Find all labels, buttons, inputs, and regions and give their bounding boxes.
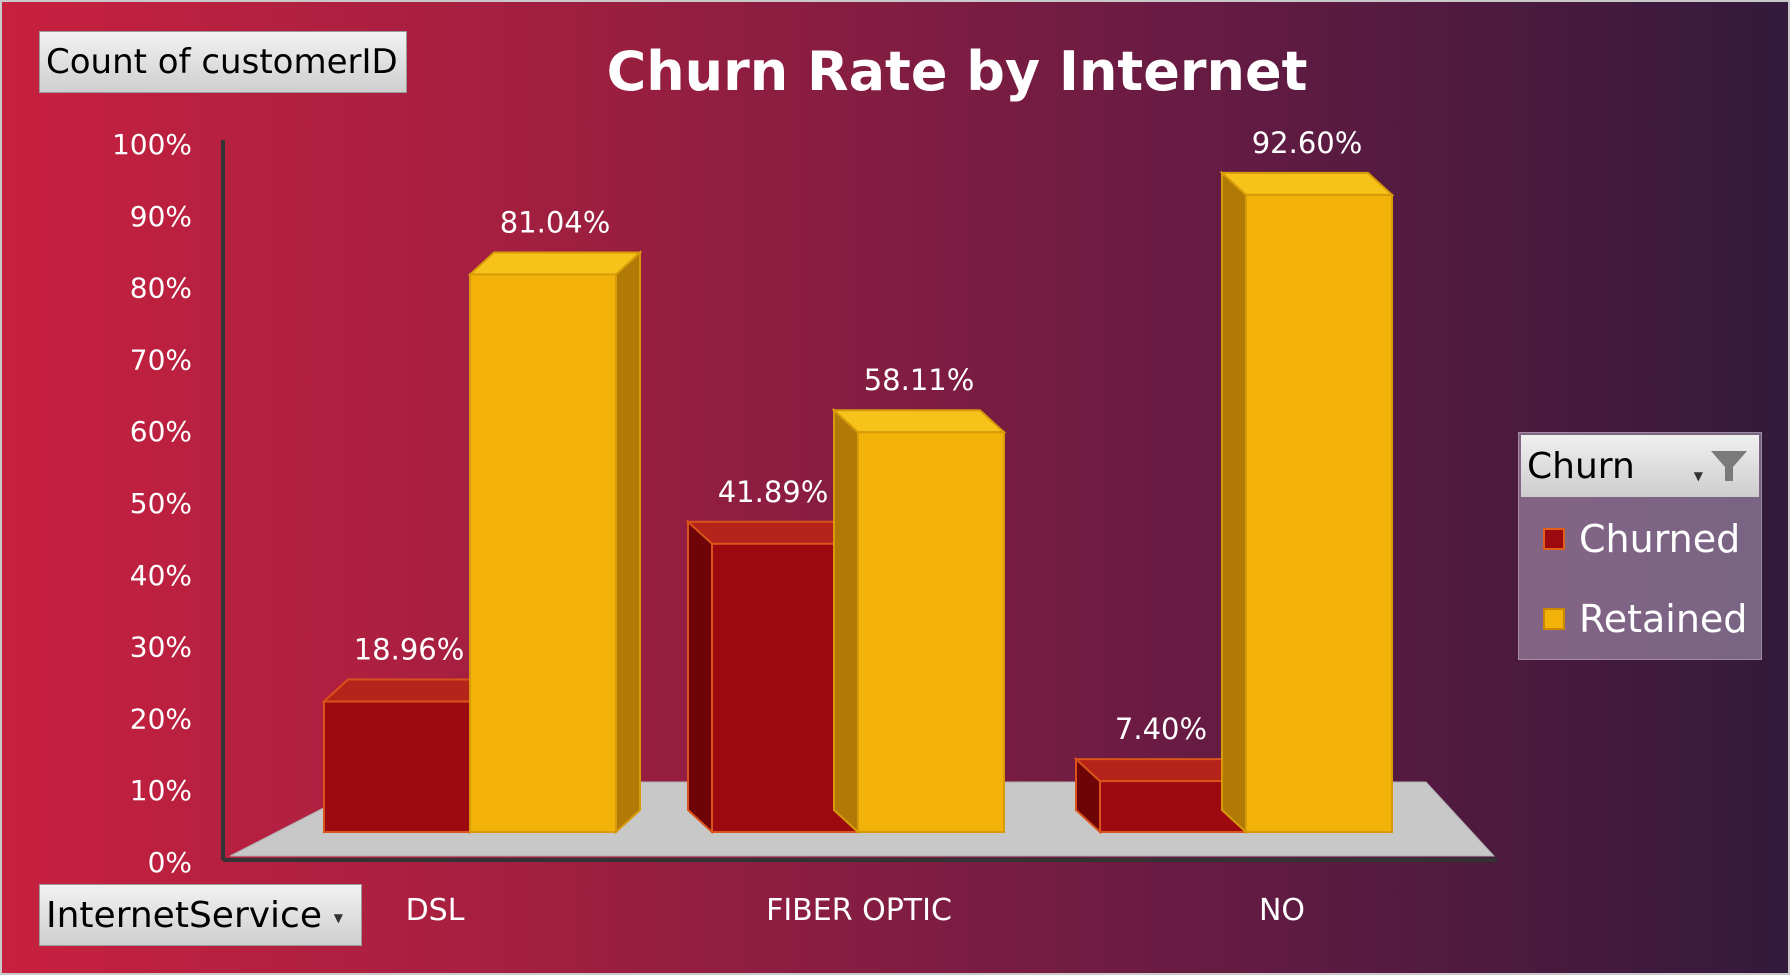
- y-tick-label: 100%: [112, 128, 192, 161]
- value-field-label: Count of customerID: [46, 42, 398, 82]
- data-label: 81.04%: [500, 205, 611, 239]
- data-label: 41.89%: [718, 475, 829, 509]
- chevron-down-icon: ▼: [1693, 469, 1703, 483]
- filter-icon[interactable]: [1709, 447, 1749, 485]
- y-tick-label: 0%: [148, 846, 192, 879]
- bar-churned-1-top: [685, 520, 861, 545]
- bar-retained-0: [469, 273, 617, 833]
- y-tick-label: 40%: [130, 559, 192, 592]
- y-tick-label: 90%: [130, 200, 192, 233]
- legend-field-label: Churn: [1527, 445, 1635, 487]
- bar-retained-2-top: [1219, 171, 1395, 196]
- chevron-down-icon[interactable]: ▼: [333, 911, 343, 925]
- bar-churned-0-top: [321, 678, 497, 703]
- y-tick-label: 80%: [130, 272, 192, 305]
- legend-item-churned[interactable]: Churned: [1543, 517, 1740, 561]
- chart-title: Churn Rate by Internet: [606, 40, 1308, 103]
- x-tick-label: FIBER OPTIC: [766, 893, 952, 928]
- data-label: 7.40%: [1115, 712, 1207, 746]
- bar-retained-0-side: [615, 250, 641, 835]
- bar-retained-0-top: [467, 251, 643, 276]
- legend-label-churned: Churned: [1579, 517, 1741, 561]
- bar-churned-2-top: [1073, 758, 1249, 783]
- data-label: 58.11%: [864, 363, 975, 397]
- x-tick-label: DSL: [406, 893, 465, 928]
- data-label: 92.60%: [1252, 126, 1363, 160]
- legend: Churn ▼ Churned Retained: [1518, 432, 1762, 660]
- legend-swatch-retained: [1543, 608, 1565, 630]
- bar-retained-1-top: [831, 409, 1007, 434]
- y-tick-label: 10%: [130, 774, 192, 807]
- axis-field-button[interactable]: InternetService ▼: [39, 884, 362, 946]
- value-field-button[interactable]: Count of customerID: [39, 31, 407, 93]
- bar-retained-2: [1245, 193, 1393, 834]
- legend-label-retained: Retained: [1579, 597, 1748, 641]
- bar-retained-1-side: [833, 407, 859, 835]
- y-tick-label: 50%: [130, 487, 192, 520]
- y-tick-label: 70%: [130, 343, 192, 376]
- y-tick-label: 20%: [130, 702, 192, 735]
- x-tick-label: NO: [1259, 893, 1305, 928]
- axis-field-label: InternetService: [46, 894, 322, 936]
- bar-churned-0: [323, 700, 471, 833]
- bar-retained-1: [857, 431, 1005, 833]
- legend-item-retained[interactable]: Retained: [1543, 597, 1747, 641]
- legend-swatch-churned: [1543, 528, 1565, 550]
- y-tick-label: 60%: [130, 415, 192, 448]
- y-tick-label: 30%: [130, 631, 192, 664]
- legend-filter-button[interactable]: Churn ▼: [1521, 435, 1759, 497]
- bar-retained-2-side: [1221, 170, 1247, 835]
- data-label: 18.96%: [354, 633, 465, 667]
- bar-churned-1-side: [687, 519, 713, 835]
